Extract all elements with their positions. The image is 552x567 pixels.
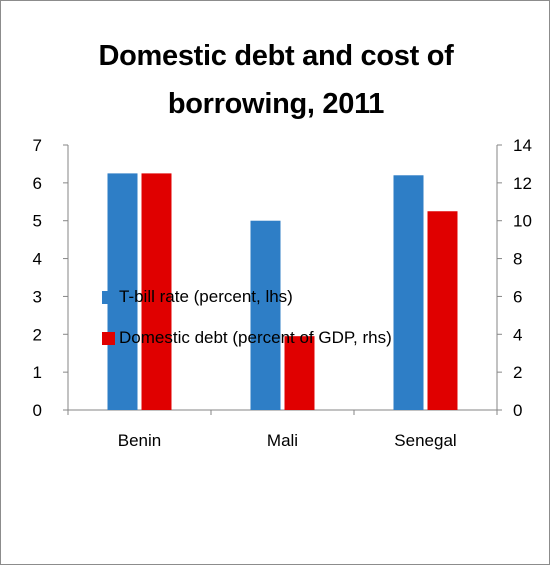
left-tick-label: 1 (33, 363, 42, 382)
left-tick-label: 0 (33, 401, 42, 420)
legend-swatch-tbill (102, 290, 115, 304)
x-tick-label: Mali (267, 431, 298, 450)
bar-tbill-mali (250, 220, 281, 410)
right-tick-label: 14 (513, 136, 532, 155)
bar-tbill-senegal (393, 175, 424, 410)
legend-item-domestic-debt: Domestic debt (percent of GDP, rhs) (102, 328, 392, 348)
bar-domestic-debt-benin (141, 173, 172, 410)
right-tick-label: 0 (513, 401, 522, 420)
legend-swatch-domestic-debt (102, 331, 115, 345)
legend-item-tbill: T-bill rate (percent, lhs) (102, 287, 293, 307)
right-tick-label: 10 (513, 212, 532, 231)
x-tick-label: Senegal (394, 431, 456, 450)
legend-label-tbill: T-bill rate (percent, lhs) (119, 287, 293, 306)
left-tick-label: 5 (33, 212, 42, 231)
left-tick-label: 3 (33, 287, 42, 306)
right-tick-label: 12 (513, 174, 532, 193)
bar-domestic-debt-mali (284, 336, 315, 410)
bar-domestic-debt-senegal (427, 211, 458, 410)
right-tick-label: 2 (513, 363, 522, 382)
left-tick-label: 2 (33, 325, 42, 344)
right-tick-label: 4 (513, 325, 522, 344)
left-tick-label: 4 (33, 250, 42, 269)
right-tick-label: 6 (513, 287, 522, 306)
left-tick-label: 7 (33, 136, 42, 155)
legend-label-domestic-debt: Domestic debt (percent of GDP, rhs) (119, 328, 392, 347)
chart-title: Domestic debt and cost of borrowing, 201… (98, 40, 454, 120)
right-tick-label: 8 (513, 250, 522, 269)
left-tick-label: 6 (33, 174, 42, 193)
x-tick-label: Benin (118, 431, 161, 450)
